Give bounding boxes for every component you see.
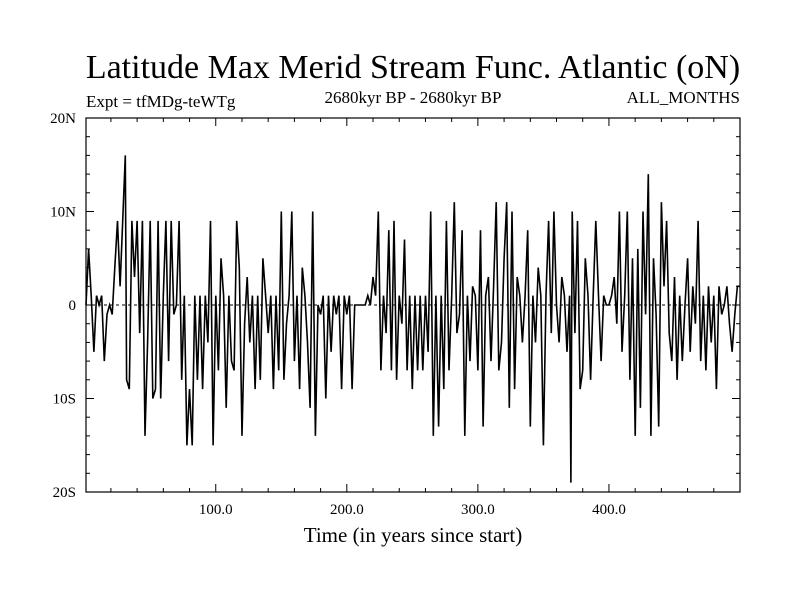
plot-area: 20S 10S 0 10N 20N 100.0 200.0 300.0 400.0 xyxy=(50,111,741,518)
y-tick-label: 20S xyxy=(53,485,76,501)
x-tick-label: 200.0 xyxy=(330,502,364,518)
axis-ticks: 20S 10S 0 10N 20N 100.0 200.0 300.0 400.0 xyxy=(50,111,740,518)
series-line xyxy=(85,155,740,483)
y-tick-label: 10N xyxy=(50,205,76,221)
x-tick-label: 100.0 xyxy=(199,502,233,518)
subtitle-months: ALL_MONTHS xyxy=(627,88,740,107)
subtitle-period: 2680kyr BP - 2680kyr BP xyxy=(325,88,502,107)
y-tick-label: 10S xyxy=(53,392,76,408)
chart-title: Latitude Max Merid Stream Func. Atlantic… xyxy=(86,49,740,86)
x-tick-label: 400.0 xyxy=(592,502,626,518)
subtitle-experiment: Expt = tfMDg-teWTg xyxy=(86,92,236,111)
x-axis-label: Time (in years since start) xyxy=(304,523,523,547)
y-tick-label: 20N xyxy=(50,111,76,127)
plot-frame xyxy=(85,117,741,493)
x-tick-label: 300.0 xyxy=(461,502,495,518)
y-tick-label: 0 xyxy=(69,298,77,314)
